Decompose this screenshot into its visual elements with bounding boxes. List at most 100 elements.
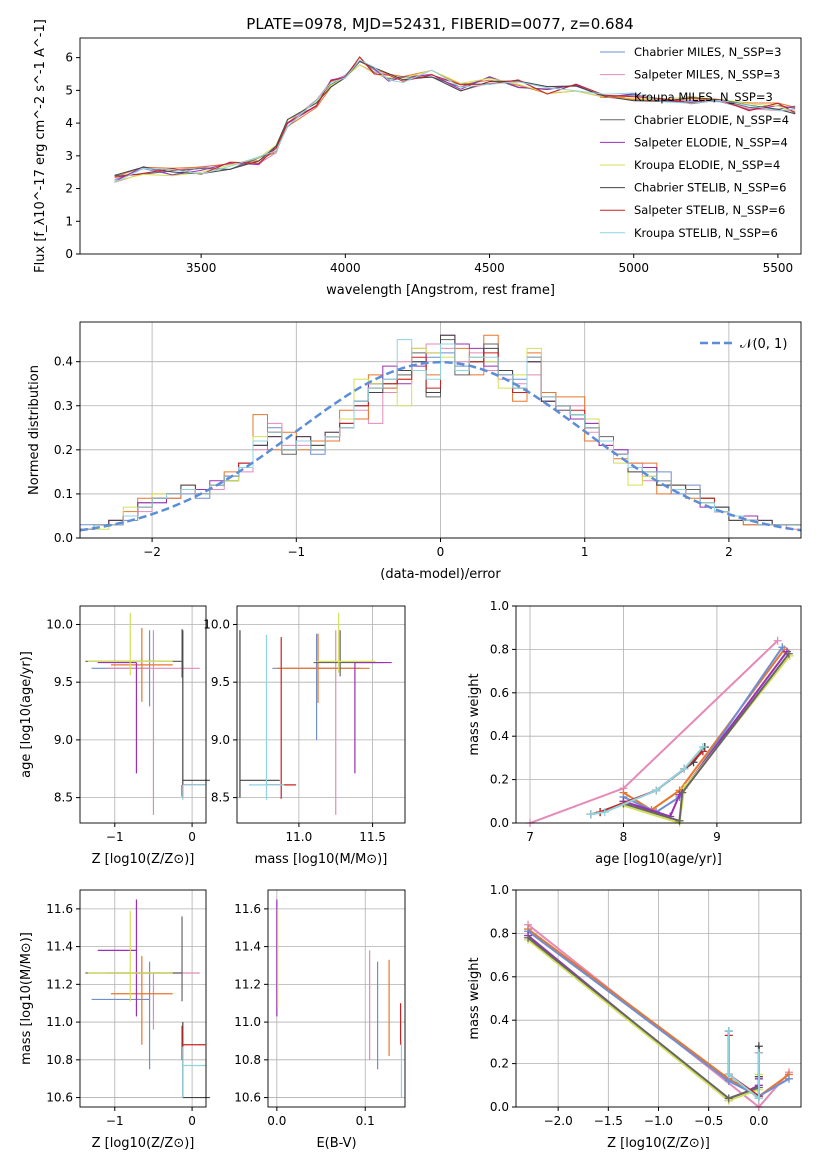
weight_vs_Z-xtick-label: −2.0 [544, 1114, 573, 1128]
weight_vs_Z-xtick-label: −1.5 [594, 1114, 623, 1128]
mass_vs_EBV-xlabel: E(B-V) [316, 1136, 356, 1151]
weight_vs_Z-ytick-label: 0.8 [490, 926, 509, 940]
weight_vs_age-point-marker [600, 808, 609, 817]
weight_vs_age-xlabel: age [log10(age/yr)] [595, 852, 722, 867]
age_vs_mass-ytick-label: 8.5 [211, 791, 230, 805]
weight_vs_Z-ytick-label: 1.0 [490, 883, 509, 897]
mass_vs_EBV-ytick-label: 10.8 [234, 1053, 261, 1067]
weight_vs_Z-xtick-label: −1.0 [644, 1114, 673, 1128]
mass_vs_Z-ytick-label: 11.4 [46, 940, 73, 954]
mass_vs_Z-ytick-label: 10.8 [46, 1053, 73, 1067]
weight_vs_Z-ylabel: mass weight [467, 957, 482, 1039]
spectrum-ytick-label: 6 [65, 51, 73, 65]
weight_vs_age-ytick-label: 0.2 [490, 773, 509, 787]
mass_vs_EBV-ytick-label: 11.2 [234, 977, 261, 991]
mass_vs_EBV-ytick-label: 11.0 [234, 1015, 261, 1029]
spectrum-legend-label: Chabrier STELIB, N_SSP=6 [634, 181, 786, 195]
spectrum-ytick-label: 0 [65, 247, 73, 261]
spectrum-ytick-label: 4 [65, 116, 73, 130]
mass_vs_Z-frame [79, 889, 207, 1108]
weight_vs_Z-xtick-label: −0.5 [694, 1114, 723, 1128]
mass_vs_Z-panel: −1 0 10.6 10.8 11.0 11.2 11.4 11.6 Z [log10(Z/Z⊙… [19, 889, 210, 1151]
weight_vs_age-series-line [623, 646, 784, 814]
weight_vs_Z-ytick-label: 0.6 [490, 970, 509, 984]
weight_vs_age-ytick-label: 0.8 [490, 642, 509, 656]
mass_vs_Z-xtick-label: −1 [106, 1114, 124, 1128]
weight_vs_Z-point-marker [724, 1027, 733, 1036]
age_vs_Z-ytick-label: 8.5 [54, 791, 73, 805]
age_vs_Z-xlabel: Z [log10(Z/Z⊙)] [92, 852, 195, 867]
weight_vs_age-xtick-label: 8 [620, 830, 628, 844]
weight_vs_Z-series-line [527, 930, 790, 1098]
age_vs_Z-ylabel: age [log10(age/yr)] [19, 651, 34, 778]
spectrum-xtick-label: 4000 [330, 261, 361, 275]
mass_vs_EBV-ytick-label: 11.6 [234, 902, 261, 916]
mass_vs_Z-ytick-label: 10.6 [46, 1091, 73, 1105]
residuals-gauss-curve [80, 360, 801, 532]
spectrum-legend-label: Chabrier MILES, N_SSP=3 [634, 45, 781, 59]
weight_vs_age-ytick-label: 0.4 [490, 729, 509, 743]
spectrum-ytick-label: 1 [65, 214, 73, 228]
spectrum-series-line [114, 59, 796, 183]
weight_vs_age-series-line [623, 650, 788, 818]
residuals-ytick-label: 0.2 [54, 443, 73, 457]
residuals-xtick-label: 0 [437, 545, 445, 559]
residuals-ytick-label: 0.0 [54, 531, 73, 545]
residuals-ytick-label: 0.4 [54, 355, 73, 369]
residuals-xtick-label: 1 [581, 545, 589, 559]
weight_vs_age-point-marker [698, 743, 707, 752]
spectrum-ytick-label: 2 [65, 182, 73, 196]
weight_vs_age-point-marker [652, 786, 661, 795]
age_vs_mass-ytick-label: 9.5 [211, 675, 230, 689]
spectrum-legend-label: Chabrier ELODIE, N_SSP=4 [634, 113, 789, 127]
weight_vs_Z-frame [515, 889, 802, 1108]
mass_vs_EBV-xtick-label: 0.0 [267, 1114, 286, 1128]
spectrum-series-line [114, 56, 796, 178]
spectrum-ytick-label: 3 [65, 149, 73, 163]
weight_vs_Z-point-marker [724, 1094, 733, 1103]
mass_vs_EBV-ytick-label: 10.6 [234, 1091, 261, 1105]
mass_vs_EBV-panel: 0.0 0.1 10.6 10.8 11.0 11.2 11.4 11.6 E(B-V) [234, 889, 406, 1151]
residuals-ylabel: Normed distribution [27, 365, 42, 495]
residuals-ytick-label: 0.3 [54, 399, 73, 413]
mass_vs_Z-ylabel: mass [log10(M/M⊙)] [19, 932, 34, 1065]
age_vs_mass-xtick-label: 11.5 [359, 830, 386, 844]
residuals-histogram-step [80, 352, 801, 538]
spectrum-legend-label: Kroupa ELODIE, N_SSP=4 [634, 158, 780, 172]
weight_vs_Z-series-line [727, 1031, 760, 1101]
mass_vs_Z-ytick-label: 11.6 [46, 902, 73, 916]
residuals-xlabel: (data-model)/error [380, 567, 501, 582]
weight_vs_age-point-marker [586, 810, 595, 819]
weight_vs_Z-ytick-label: 0.0 [490, 1100, 509, 1114]
residuals-xtick-label: 2 [725, 545, 733, 559]
panels: 3500 4000 4500 5000 5500 0 1 2 3 4 5 6 wavelength [A… [19, 19, 802, 1151]
spectrum-legend-label: Salpeter STELIB, N_SSP=6 [634, 203, 785, 217]
weight_vs_Z-ytick-label: 0.4 [490, 1013, 509, 1027]
age_vs_mass-ytick-label: 10.0 [203, 617, 230, 631]
spectrum-legend-label: Salpeter MILES, N_SSP=3 [634, 68, 780, 82]
weight_vs_age-ytick-label: 1.0 [490, 599, 509, 613]
mass_vs_EBV-ytick-label: 11.4 [234, 940, 261, 954]
weight_vs_age-point-marker [678, 788, 687, 797]
weight_vs_age-frame [515, 605, 802, 824]
spectrum-xtick-label: 5500 [763, 261, 794, 275]
age_vs_Z-xtick-label: 0 [188, 830, 196, 844]
residuals-xtick-label: −1 [287, 545, 305, 559]
residuals-legend-label: 𝒩(0, 1) [740, 337, 787, 352]
weight_vs_age-series-line [622, 648, 786, 812]
weight_vs_age-point-marker [680, 764, 689, 773]
spectrum-xtick-label: 3500 [186, 261, 217, 275]
residuals-histogram-step [80, 339, 801, 538]
spectrum-frame [79, 37, 802, 255]
residuals-panel: −2 −1 0 1 2 0.0 0.1 0.2 0.3 0.4 (data-model)/error… [27, 321, 802, 582]
weight_vs_Z-ytick-label: 0.2 [490, 1057, 509, 1071]
weight_vs_Z-point-marker [754, 1048, 763, 1057]
mass_vs_EBV-frame [267, 889, 406, 1108]
weight_vs_age-series-line [623, 653, 790, 823]
spectrum-xlabel: wavelength [Angstrom, rest frame] [326, 283, 555, 298]
age_vs_Z-frame [79, 605, 207, 824]
age_vs_mass-frame [236, 605, 406, 824]
age_vs_mass-panel: 11.0 11.5 8.5 9.0 9.5 10.0 mass [log10(M/M⊙)] [203, 605, 406, 867]
residuals-xtick-label: −2 [143, 545, 161, 559]
